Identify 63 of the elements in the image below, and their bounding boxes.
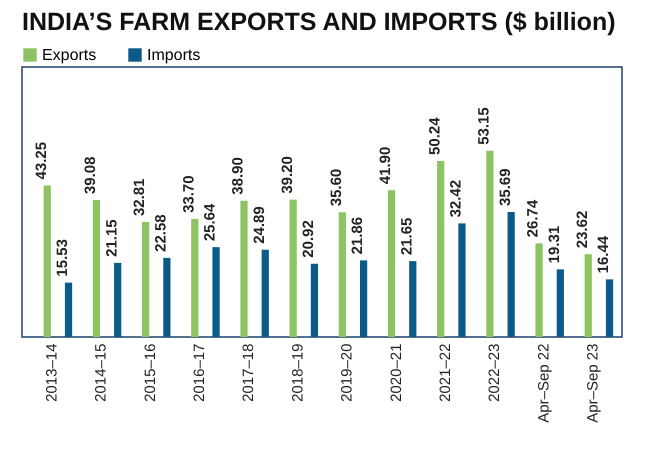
data-label: 26.74 (524, 199, 542, 238)
bar (556, 269, 564, 337)
bar (240, 200, 248, 337)
bar (163, 258, 170, 337)
bar (290, 200, 297, 337)
data-label: 21.15 (103, 219, 120, 257)
legend-label: Imports (147, 47, 200, 64)
data-label: 41.90 (377, 146, 394, 184)
data-label: 16.44 (595, 235, 612, 274)
data-label: 32.81 (131, 178, 148, 216)
data-label: 50.24 (426, 116, 444, 155)
x-tick-label: 2020–21 (388, 344, 405, 402)
bar (114, 262, 122, 337)
data-label: 39.20 (278, 156, 296, 194)
x-tick-label: 2015–16 (142, 344, 159, 402)
bar (437, 160, 444, 337)
bar (535, 243, 543, 337)
data-label: 33.70 (180, 175, 198, 213)
data-label: 39.08 (82, 156, 100, 194)
x-tick-label: 2016–17 (191, 344, 208, 402)
x-tick-label: 2014–15 (92, 344, 110, 402)
bar (64, 282, 72, 337)
data-label: 24.89 (250, 206, 268, 244)
bar (142, 222, 150, 337)
data-label: 21.86 (349, 216, 366, 254)
chart-title: INDIA’S FARM EXPORTS AND IMPORTS ($ billion) (22, 8, 616, 36)
data-label: 23.62 (574, 210, 591, 248)
bar (191, 218, 198, 337)
bar (486, 150, 494, 337)
data-label: 35.69 (496, 168, 514, 206)
bar (409, 261, 416, 337)
data-label: 21.65 (398, 218, 416, 256)
data-label: 32.42 (448, 180, 465, 218)
bar (262, 250, 269, 337)
bar (92, 200, 100, 337)
data-label: 43.25 (32, 142, 50, 180)
data-label: 19.31 (546, 226, 563, 264)
x-tick-label: 2021–22 (436, 344, 454, 402)
data-label: 15.53 (54, 239, 72, 277)
data-label: 38.90 (230, 157, 247, 195)
data-label: 35.60 (328, 168, 345, 206)
x-tick-label: 2013–14 (44, 344, 61, 402)
data-label: 25.64 (202, 202, 219, 242)
bar (508, 212, 515, 337)
bar (606, 279, 614, 337)
bar (212, 247, 220, 337)
x-tick-label: 2018–19 (289, 344, 306, 402)
bar (584, 254, 592, 337)
bar (310, 264, 318, 337)
x-tick-label: 2019–20 (338, 344, 356, 402)
data-label: 53.15 (476, 107, 492, 145)
bar (388, 190, 396, 337)
x-tick-label: 2017–18 (240, 344, 258, 402)
x-tick-label: Apr–Sep 23 (584, 344, 602, 423)
legend-label: Exports (42, 47, 96, 64)
x-tick-label: 2022–23 (486, 344, 504, 402)
x-tick-label: Apr–Sep 22 (535, 344, 552, 423)
bar (360, 260, 368, 337)
bar (338, 212, 346, 337)
bar (458, 223, 466, 337)
data-label: 22.58 (152, 214, 170, 252)
bar (44, 185, 51, 337)
data-label: 20.92 (300, 220, 318, 258)
